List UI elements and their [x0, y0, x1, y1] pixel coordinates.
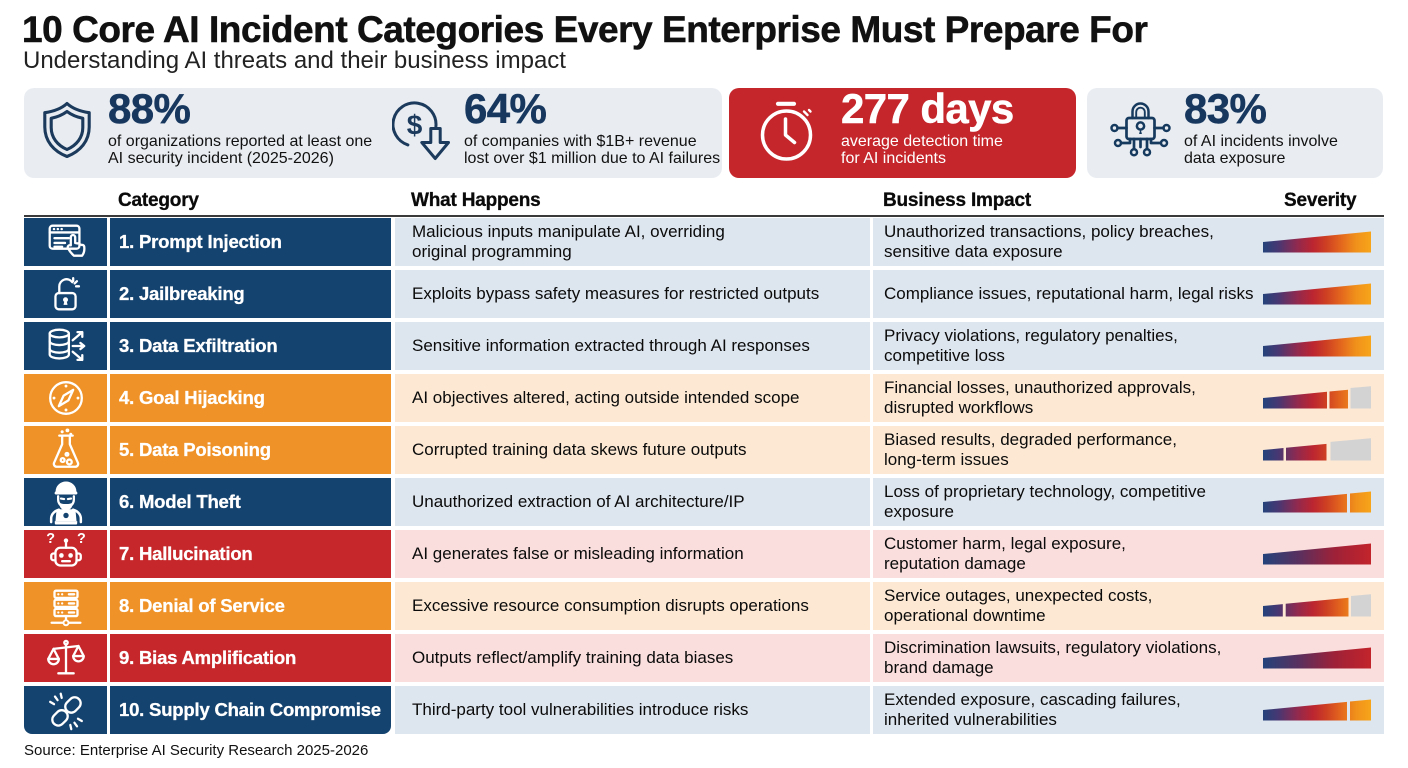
svg-text:?: ? — [76, 531, 85, 547]
svg-text:?: ? — [46, 531, 55, 547]
svg-text:$: $ — [407, 110, 423, 141]
